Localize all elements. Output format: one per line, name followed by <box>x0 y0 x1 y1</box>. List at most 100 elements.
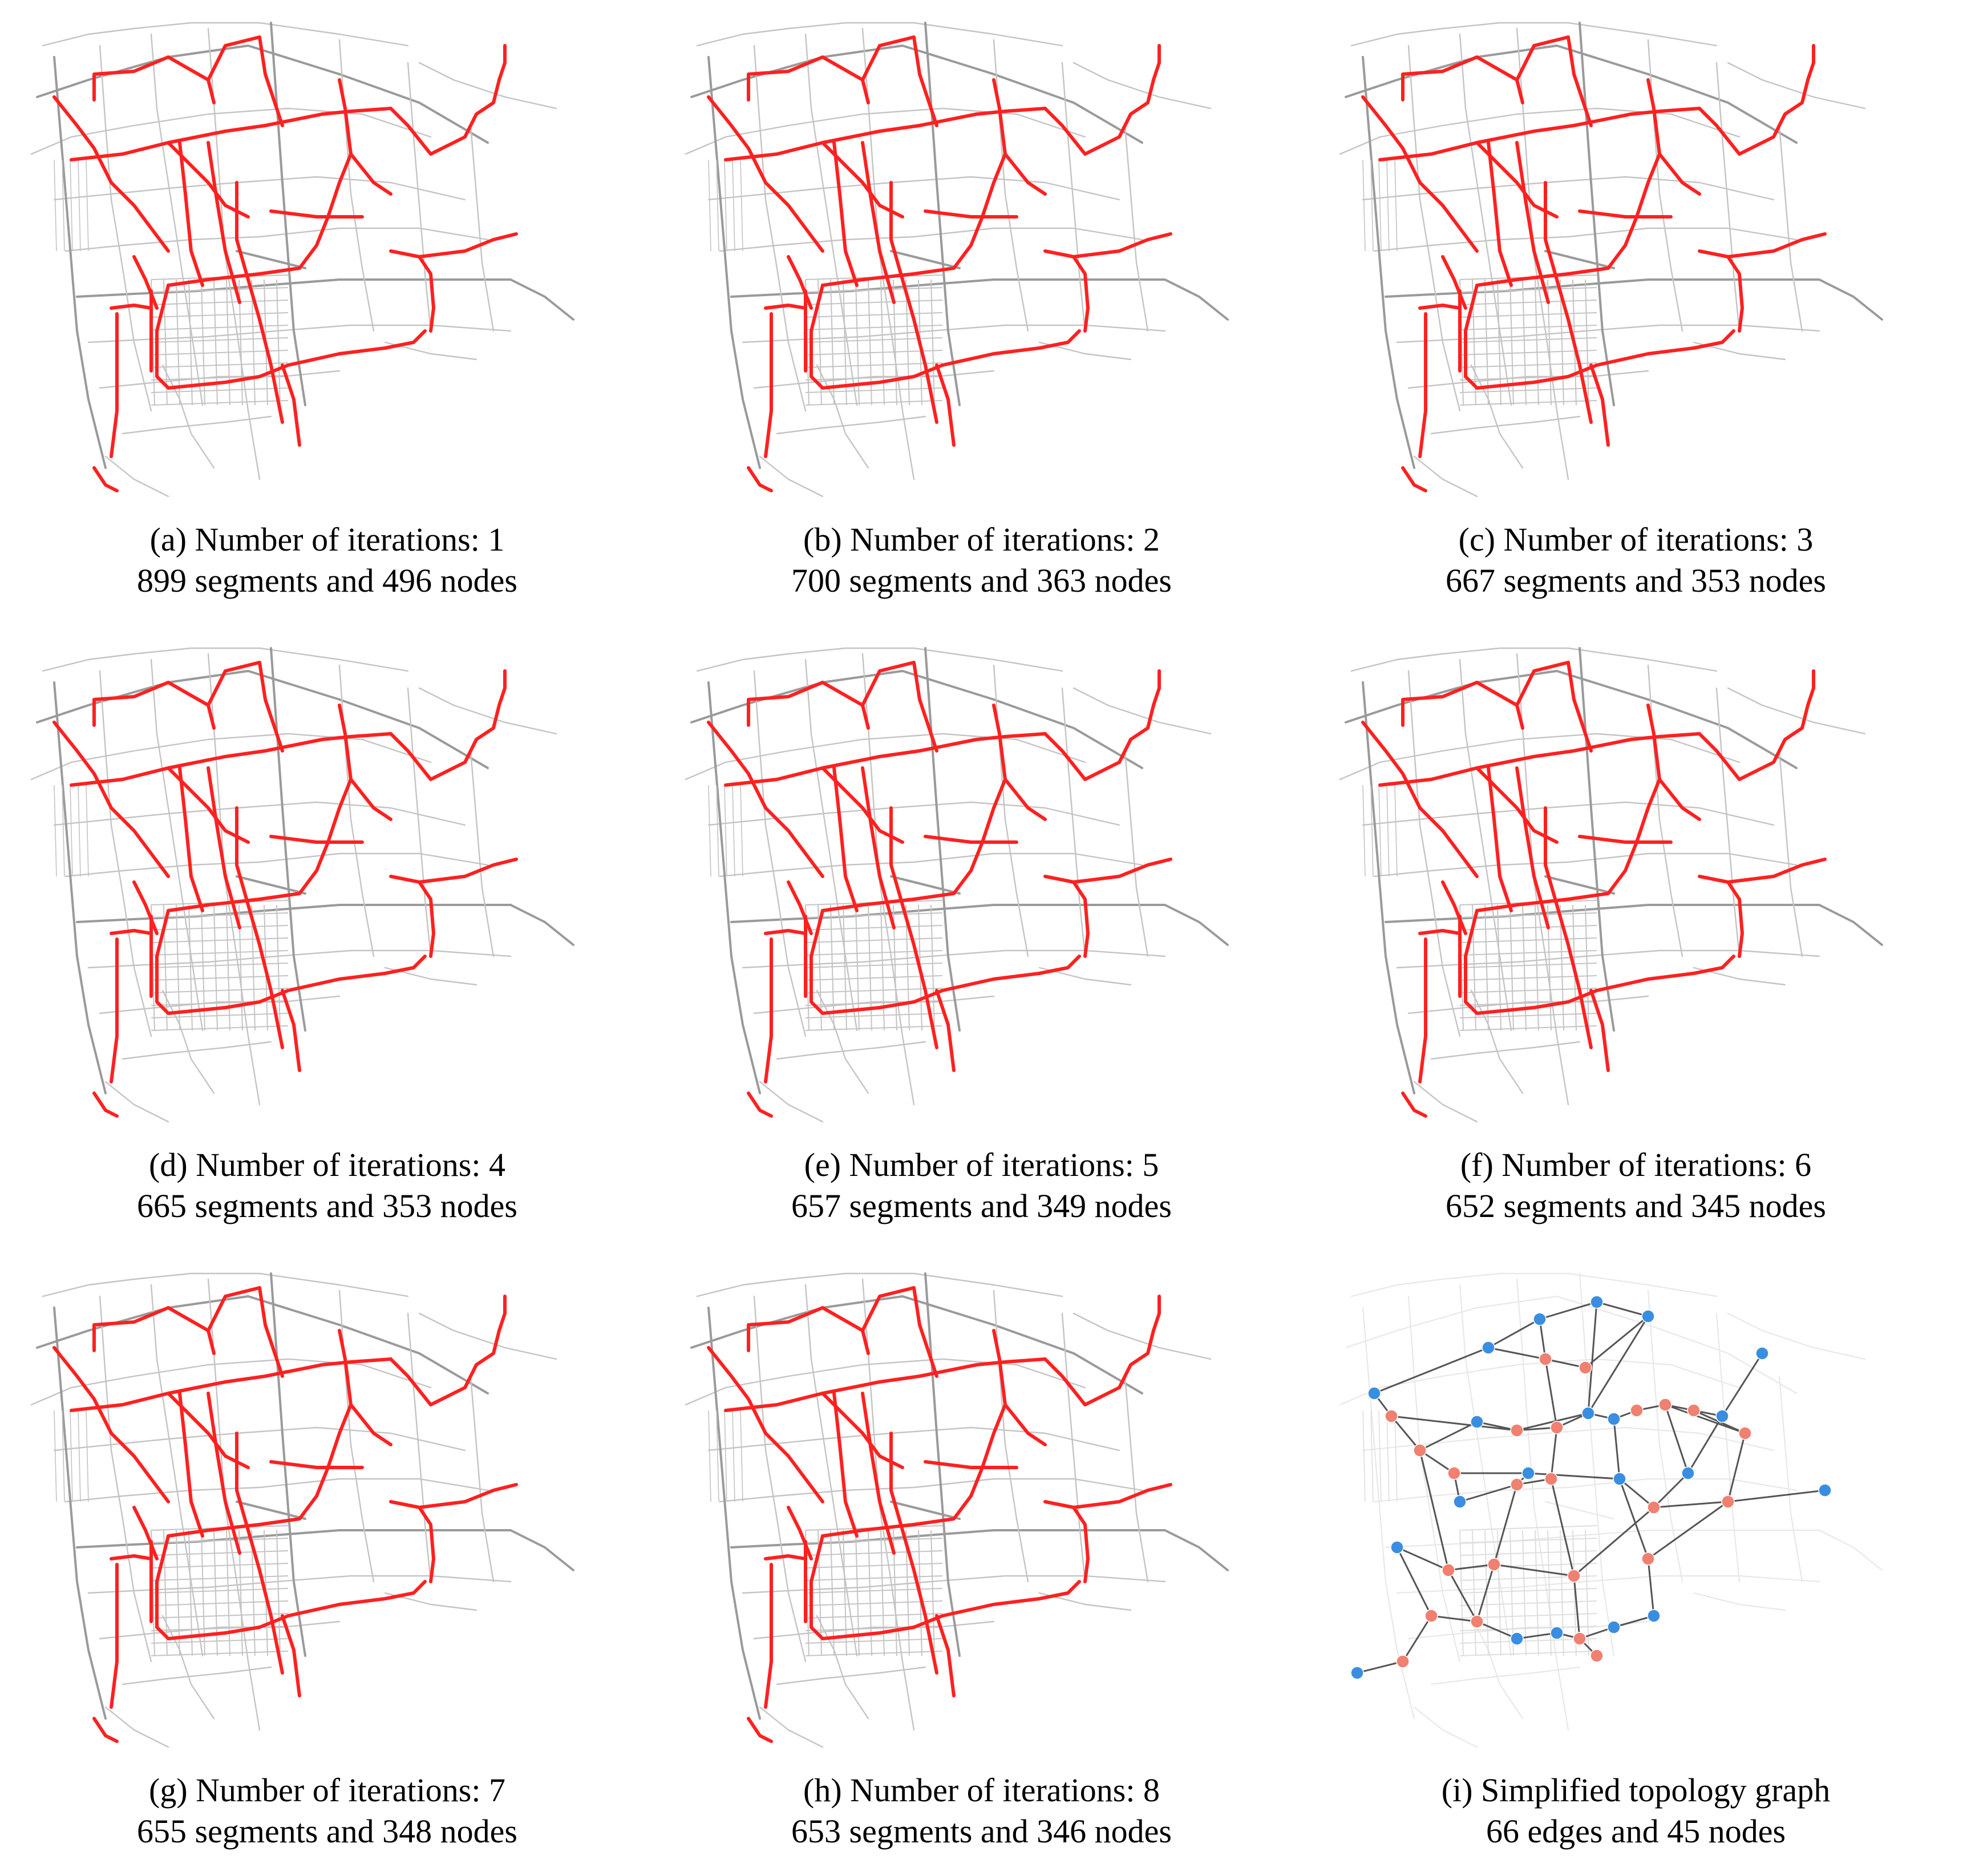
base-road <box>122 1041 272 1060</box>
base-road <box>1350 647 1718 672</box>
major-road <box>821 152 1007 287</box>
base-road-network <box>685 22 1229 498</box>
caption-b-stats: 700 segments and 363 nodes <box>791 562 1172 599</box>
major-road <box>70 1357 392 1412</box>
base-road <box>1544 1501 1615 1520</box>
graph-edge <box>1459 1483 1517 1503</box>
base-road <box>99 370 341 389</box>
base-road <box>1362 56 1415 469</box>
base-road <box>690 670 1143 769</box>
major-road <box>167 766 250 844</box>
graph-edge <box>1539 1319 1547 1360</box>
major-road <box>992 78 1047 196</box>
base-road <box>1818 904 1883 946</box>
caption-b: (b) Number of iterations: 2 700 segments… <box>654 519 1309 601</box>
graph-node-blue <box>1613 1472 1626 1486</box>
major-road <box>269 1460 364 1469</box>
major-road <box>1475 152 1661 287</box>
faded-road-network <box>1339 1272 1883 1748</box>
base-road <box>1715 1312 1741 1583</box>
base-road <box>753 670 807 1037</box>
base-road <box>1345 1295 1798 1394</box>
panel-c: (c) Number of iterations: 3 667 segments… <box>1309 0 1963 625</box>
road-map-h <box>685 1272 1229 1748</box>
major-road <box>1544 181 1593 424</box>
major-road <box>207 35 284 127</box>
base-road <box>1715 62 1741 332</box>
base-road <box>816 364 869 469</box>
graph-edge <box>1665 1404 1746 1434</box>
base-road <box>816 989 869 1094</box>
major-road <box>155 909 261 1015</box>
graph-edge <box>1618 1478 1649 1559</box>
major-road <box>92 1091 119 1118</box>
base-road <box>1407 670 1461 1037</box>
base-road <box>236 875 306 895</box>
major-road <box>935 989 956 1072</box>
base-road <box>1072 1312 1212 1360</box>
base-road <box>418 687 557 735</box>
major-road <box>1515 35 1593 127</box>
major-road <box>132 1506 159 1560</box>
major-road <box>764 1554 807 1560</box>
caption-c: (c) Number of iterations: 3 667 segments… <box>1309 519 1963 601</box>
graph-edge <box>1687 1416 1723 1474</box>
caption-a-stats: 899 segments and 496 nodes <box>137 562 517 599</box>
road-map-c <box>1339 22 1883 498</box>
major-road <box>52 721 170 878</box>
major-road <box>235 806 284 1049</box>
base-road <box>1413 455 1478 498</box>
graph-node-blue <box>1681 1466 1695 1480</box>
panel-i: (i) Simplified topology graph 66 edges a… <box>1309 1251 1963 1876</box>
graph-node-blue <box>1390 1541 1404 1554</box>
graph-edge <box>1402 1615 1432 1662</box>
major-road <box>207 1286 284 1378</box>
graph-node-orange <box>1658 1398 1672 1412</box>
base-road <box>30 1358 432 1406</box>
graph-edge <box>1585 1315 1649 1369</box>
base-road <box>924 647 961 1032</box>
major-road <box>281 989 301 1072</box>
major-road-network <box>52 661 518 1118</box>
base-road <box>685 733 1086 781</box>
base-road <box>1164 904 1229 946</box>
base-road <box>469 1375 495 1583</box>
major-road-network <box>52 35 518 492</box>
base-road <box>1727 1312 1866 1360</box>
graph-edge <box>1476 1564 1495 1622</box>
road-map-d <box>30 647 574 1123</box>
major-road <box>497 44 507 82</box>
topology-graph-i <box>1339 1272 1883 1748</box>
major-road <box>110 1563 119 1709</box>
base-road <box>776 1041 926 1060</box>
base-road <box>30 107 432 155</box>
graph-edge <box>1476 1620 1517 1640</box>
graph-node-orange <box>1721 1495 1735 1509</box>
base-road <box>719 227 1143 252</box>
base-road <box>76 278 512 298</box>
major-road-network <box>1361 35 1827 492</box>
base-road <box>236 250 306 269</box>
major-road <box>707 1346 824 1503</box>
base-road <box>890 1501 961 1520</box>
major-road-network <box>52 1286 518 1743</box>
base-road <box>1339 1358 1741 1406</box>
base-road <box>890 250 961 269</box>
major-road <box>70 732 392 787</box>
base-road <box>418 1312 557 1360</box>
major-road <box>821 1403 1007 1538</box>
graph-edge <box>1544 1359 1558 1428</box>
base-road <box>685 1358 1086 1406</box>
base-road <box>1385 1529 1820 1548</box>
graph-edge <box>1419 1421 1478 1452</box>
base-road <box>104 1081 169 1123</box>
major-road <box>178 766 204 912</box>
base-road <box>418 62 557 110</box>
major-road <box>747 55 870 104</box>
base-road <box>1544 875 1615 895</box>
major-road <box>764 1563 773 1709</box>
caption-f-stats: 652 segments and 345 nodes <box>1446 1187 1826 1224</box>
caption-h-title: (h) Number of iterations: 8 <box>803 1772 1160 1809</box>
base-road <box>1579 647 1615 1032</box>
major-road <box>1589 989 1610 1072</box>
